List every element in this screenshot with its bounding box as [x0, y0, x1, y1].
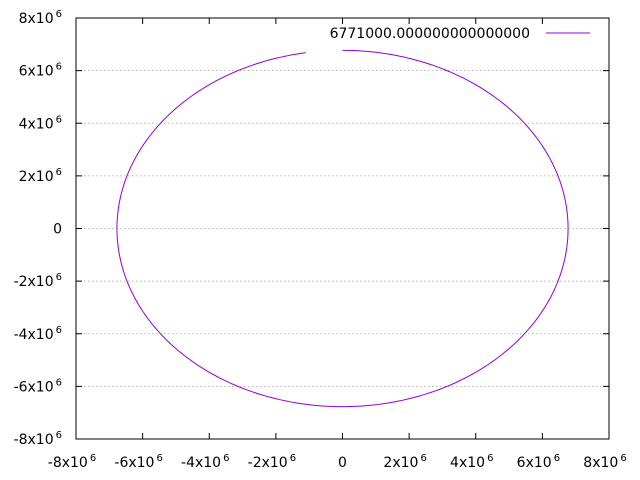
x-tick-label: 8x10 6	[583, 453, 626, 471]
x-tick-label-base: -2x10	[248, 455, 288, 471]
x-tick-label-exponent: 6	[487, 453, 493, 464]
x-tick-label: 2x10 6	[383, 453, 426, 471]
y-tick-label-base: -4x10	[14, 327, 54, 343]
legend: 6771000.000000000000000	[330, 26, 590, 42]
x-tick-label-base: 4x10	[450, 455, 485, 471]
series-line	[116, 49, 569, 408]
x-tick-label-base: -4x10	[181, 455, 221, 471]
x-tick-label: -8x10 6	[48, 453, 96, 471]
y-tick-label: -4x10 6	[14, 325, 62, 343]
x-tick-label: 6x10 6	[517, 453, 560, 471]
y-tick-label: 4x10 6	[19, 114, 62, 132]
y-tick-label-base: 8x10	[19, 11, 54, 27]
x-tick-label-exponent: 6	[620, 453, 626, 464]
x-tick-label: -2x10 6	[248, 453, 296, 471]
x-tick-label-exponent: 6	[156, 453, 162, 464]
y-tick-label-exponent: 6	[56, 377, 62, 388]
y-tick-label-base: -8x10	[14, 432, 54, 448]
y-tick-label: 0	[53, 222, 62, 238]
x-tick-label-exponent: 6	[290, 453, 296, 464]
x-tick-label-base: 2x10	[383, 455, 418, 471]
y-tick-label-exponent: 6	[56, 62, 62, 73]
y-tick-label: -8x10 6	[14, 430, 62, 448]
grid-lines	[76, 70, 609, 387]
x-tick-label-base: 6x10	[517, 455, 552, 471]
y-tick-label-base: -2x10	[14, 274, 54, 290]
x-tick-label-base: -8x10	[48, 455, 88, 471]
y-tick-label-exponent: 6	[56, 325, 62, 336]
x-tick-label: -4x10 6	[181, 453, 229, 471]
y-tick-label: 8x10 6	[19, 9, 62, 27]
y-tick-label-exponent: 6	[56, 114, 62, 125]
y-tick-label-exponent: 6	[56, 430, 62, 441]
x-tick-label: -6x10 6	[114, 453, 162, 471]
y-tick-label: -2x10 6	[14, 272, 62, 290]
x-tick-label-exponent: 6	[90, 453, 96, 464]
legend-label: 6771000.000000000000000	[330, 26, 530, 42]
series-layer	[116, 49, 569, 408]
y-tick-label-exponent: 6	[56, 272, 62, 283]
y-tick-label: -6x10 6	[14, 377, 62, 395]
x-tick-label: 0	[338, 455, 347, 471]
y-tick-label: 6x10 6	[19, 62, 62, 80]
x-tick-label-base: 8x10	[583, 455, 618, 471]
x-tick-label-base: -6x10	[114, 455, 154, 471]
y-tick-label-base: 0	[53, 222, 62, 238]
x-tick-label-exponent: 6	[420, 453, 426, 464]
x-tick-label: 4x10 6	[450, 453, 493, 471]
x-tick-label-base: 0	[338, 455, 347, 471]
x-tick-label-exponent: 6	[554, 453, 560, 464]
y-tick-label-base: 6x10	[19, 64, 54, 80]
y-tick-label-base: 4x10	[19, 116, 54, 132]
y-tick-label-base: 2x10	[19, 169, 54, 185]
y-tick-label-base: -6x10	[14, 379, 54, 395]
y-tick-label-exponent: 6	[56, 167, 62, 178]
y-tick-label: 2x10 6	[19, 167, 62, 185]
x-axis-ticks: -8x10 6 -6x10 6 -4x10 6 -2x10 6 0 2x10 6 4x10 6 6x10 6…	[48, 18, 627, 471]
y-tick-label-exponent: 6	[56, 9, 62, 20]
x-tick-label-exponent: 6	[223, 453, 229, 464]
plot-frame	[75, 17, 610, 440]
